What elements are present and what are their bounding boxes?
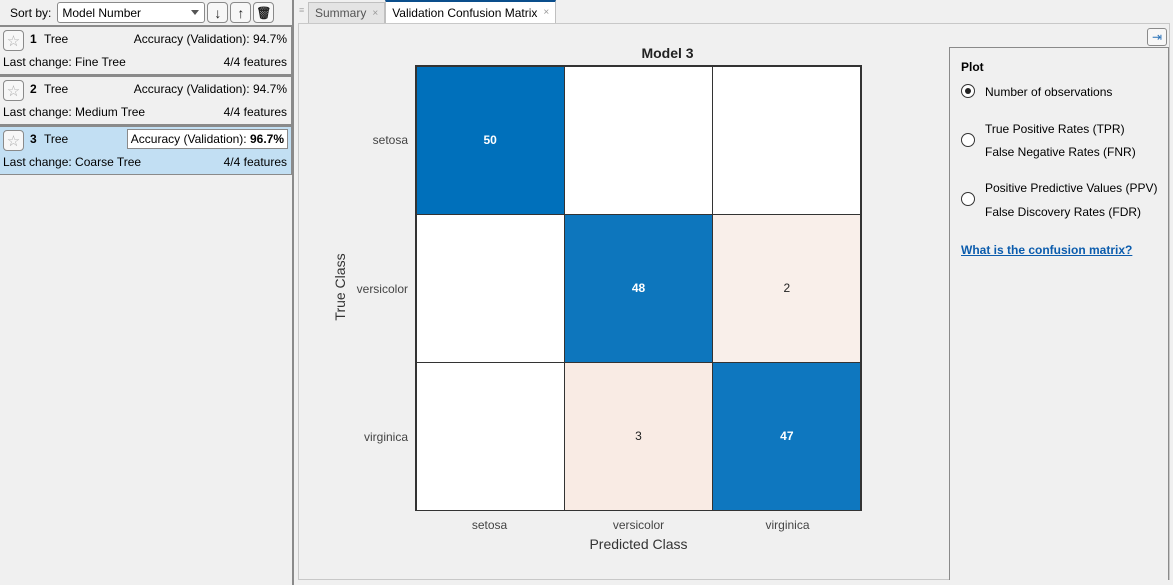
- arrow-down-icon: ↓: [214, 4, 222, 21]
- radio-label[interactable]: False Discovery Rates (FDR): [985, 205, 1142, 219]
- confusion-matrix: 50 48 2 3 47: [415, 65, 862, 511]
- matrix-cell: [415, 213, 565, 363]
- model-number: 3: [30, 132, 37, 146]
- collapse-panel-button[interactable]: ⇥: [1147, 28, 1167, 46]
- model-last-change: Last change: Coarse Tree: [3, 155, 142, 169]
- radio-ppv-fdr[interactable]: [961, 192, 975, 206]
- model-accuracy: Accuracy (Validation): 94.7%: [133, 82, 287, 96]
- plot-options-panel: Plot Number of observations True Positiv…: [949, 47, 1169, 580]
- model-type: Tree: [44, 32, 69, 46]
- sort-ascending-button[interactable]: ↑: [230, 2, 252, 23]
- tab-bar: ≡ Summary × Validation Confusion Matrix …: [296, 0, 1173, 23]
- radio-label[interactable]: True Positive Rates (TPR): [985, 122, 1125, 136]
- delete-model-button[interactable]: 🗑: [253, 2, 275, 23]
- matrix-cell: [563, 65, 714, 215]
- close-icon[interactable]: ×: [543, 7, 550, 18]
- star-icon[interactable]: ☆: [3, 30, 24, 51]
- y-axis-title: True Class: [332, 253, 348, 321]
- drag-grip-icon[interactable]: ≡: [299, 5, 305, 15]
- model-features: 4/4 features: [223, 105, 287, 119]
- star-icon[interactable]: ☆: [3, 130, 24, 151]
- model-number: 2: [30, 82, 37, 96]
- matrix-cell: 47: [712, 361, 862, 511]
- radio-label[interactable]: False Negative Rates (FNR): [985, 145, 1136, 159]
- radio-number-of-observations[interactable]: [961, 84, 975, 98]
- matrix-cell: [712, 65, 862, 215]
- arrow-right-bar-icon: ⇥: [1151, 30, 1163, 44]
- radio-label[interactable]: Positive Predictive Values (PPV): [985, 181, 1158, 195]
- help-link[interactable]: What is the confusion matrix?: [961, 243, 1133, 257]
- model-item-1[interactable]: ☆ 1 Tree Accuracy (Validation): 94.7% La…: [0, 25, 292, 75]
- star-icon[interactable]: ☆: [3, 80, 24, 101]
- model-features: 4/4 features: [223, 155, 287, 169]
- close-icon[interactable]: ×: [372, 7, 379, 19]
- y-tick-label: virginica: [363, 430, 408, 444]
- matrix-cell: 3: [563, 361, 714, 511]
- model-item-3[interactable]: ☆ 3 Tree Accuracy (Validation): 96.7% La…: [0, 125, 292, 175]
- model-accuracy: Accuracy (Validation): 94.7%: [133, 32, 287, 46]
- x-tick-label: versicolor: [612, 518, 665, 532]
- y-tick-label: setosa: [372, 133, 408, 147]
- model-last-change: Last change: Fine Tree: [3, 55, 126, 69]
- matrix-cell: [415, 361, 565, 511]
- matrix-cell: 2: [712, 213, 862, 363]
- sort-label: Sort by:: [10, 5, 52, 20]
- matrix-cell: 48: [563, 213, 714, 363]
- x-tick-label: virginica: [765, 518, 810, 532]
- matrix-cell: 50: [415, 65, 565, 215]
- arrow-up-icon: ↑: [237, 4, 245, 21]
- model-item-2[interactable]: ☆ 2 Tree Accuracy (Validation): 94.7% La…: [0, 75, 292, 125]
- trash-icon: 🗑: [256, 5, 272, 20]
- model-type: Tree: [44, 132, 69, 146]
- model-type: Tree: [44, 82, 69, 96]
- plot-options-title: Plot: [961, 60, 984, 74]
- x-axis-title: Predicted Class: [589, 536, 688, 552]
- x-tick-label: setosa: [471, 518, 508, 532]
- y-tick-label: versicolor: [356, 282, 408, 296]
- sort-dropdown[interactable]: Model Number: [57, 2, 206, 23]
- radio-label[interactable]: Number of observations: [985, 85, 1113, 99]
- sort-selected: Model Number: [62, 5, 142, 20]
- sort-descending-button[interactable]: ↓: [207, 2, 229, 23]
- tab-summary[interactable]: Summary ×: [308, 2, 386, 23]
- tab-validation-confusion-matrix[interactable]: Validation Confusion Matrix ×: [385, 0, 557, 23]
- model-list-panel: Sort by: Model Number ↓ ↑ 🗑 ☆ 1 Tree Acc…: [0, 0, 294, 585]
- chevron-down-icon: [191, 10, 200, 15]
- sort-bar: Sort by: Model Number ↓ ↑ 🗑: [0, 0, 292, 25]
- model-features: 4/4 features: [223, 55, 287, 69]
- model-last-change: Last change: Medium Tree: [3, 105, 146, 119]
- model-accuracy: Accuracy (Validation): 96.7%: [126, 129, 288, 149]
- radio-tpr-fnr[interactable]: [961, 133, 975, 147]
- model-number: 1: [30, 32, 37, 46]
- chart-title: Model 3: [641, 45, 694, 61]
